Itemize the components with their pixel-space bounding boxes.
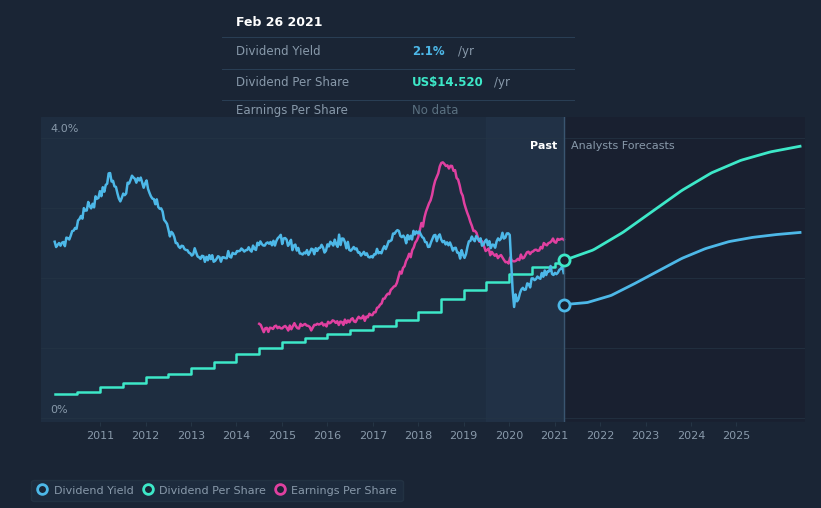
Text: Feb 26 2021: Feb 26 2021	[236, 16, 323, 29]
Legend: Dividend Yield, Dividend Per Share, Earnings Per Share: Dividend Yield, Dividend Per Share, Earn…	[31, 480, 402, 501]
Text: 4.0%: 4.0%	[50, 124, 79, 134]
Text: US$14.520: US$14.520	[412, 77, 484, 89]
Text: Past: Past	[530, 141, 557, 151]
Text: Dividend Yield: Dividend Yield	[236, 45, 320, 58]
Text: 2.1%: 2.1%	[412, 45, 445, 58]
Text: Analysts Forecasts: Analysts Forecasts	[571, 141, 674, 151]
Text: No data: No data	[412, 104, 459, 117]
Text: /yr: /yr	[493, 77, 510, 89]
Text: Dividend Per Share: Dividend Per Share	[236, 77, 349, 89]
Bar	[41, 117, 564, 422]
Bar	[564, 117, 805, 422]
Bar	[487, 117, 564, 422]
Text: Earnings Per Share: Earnings Per Share	[236, 104, 347, 117]
Text: 0%: 0%	[50, 405, 68, 415]
Text: /yr: /yr	[458, 45, 475, 58]
